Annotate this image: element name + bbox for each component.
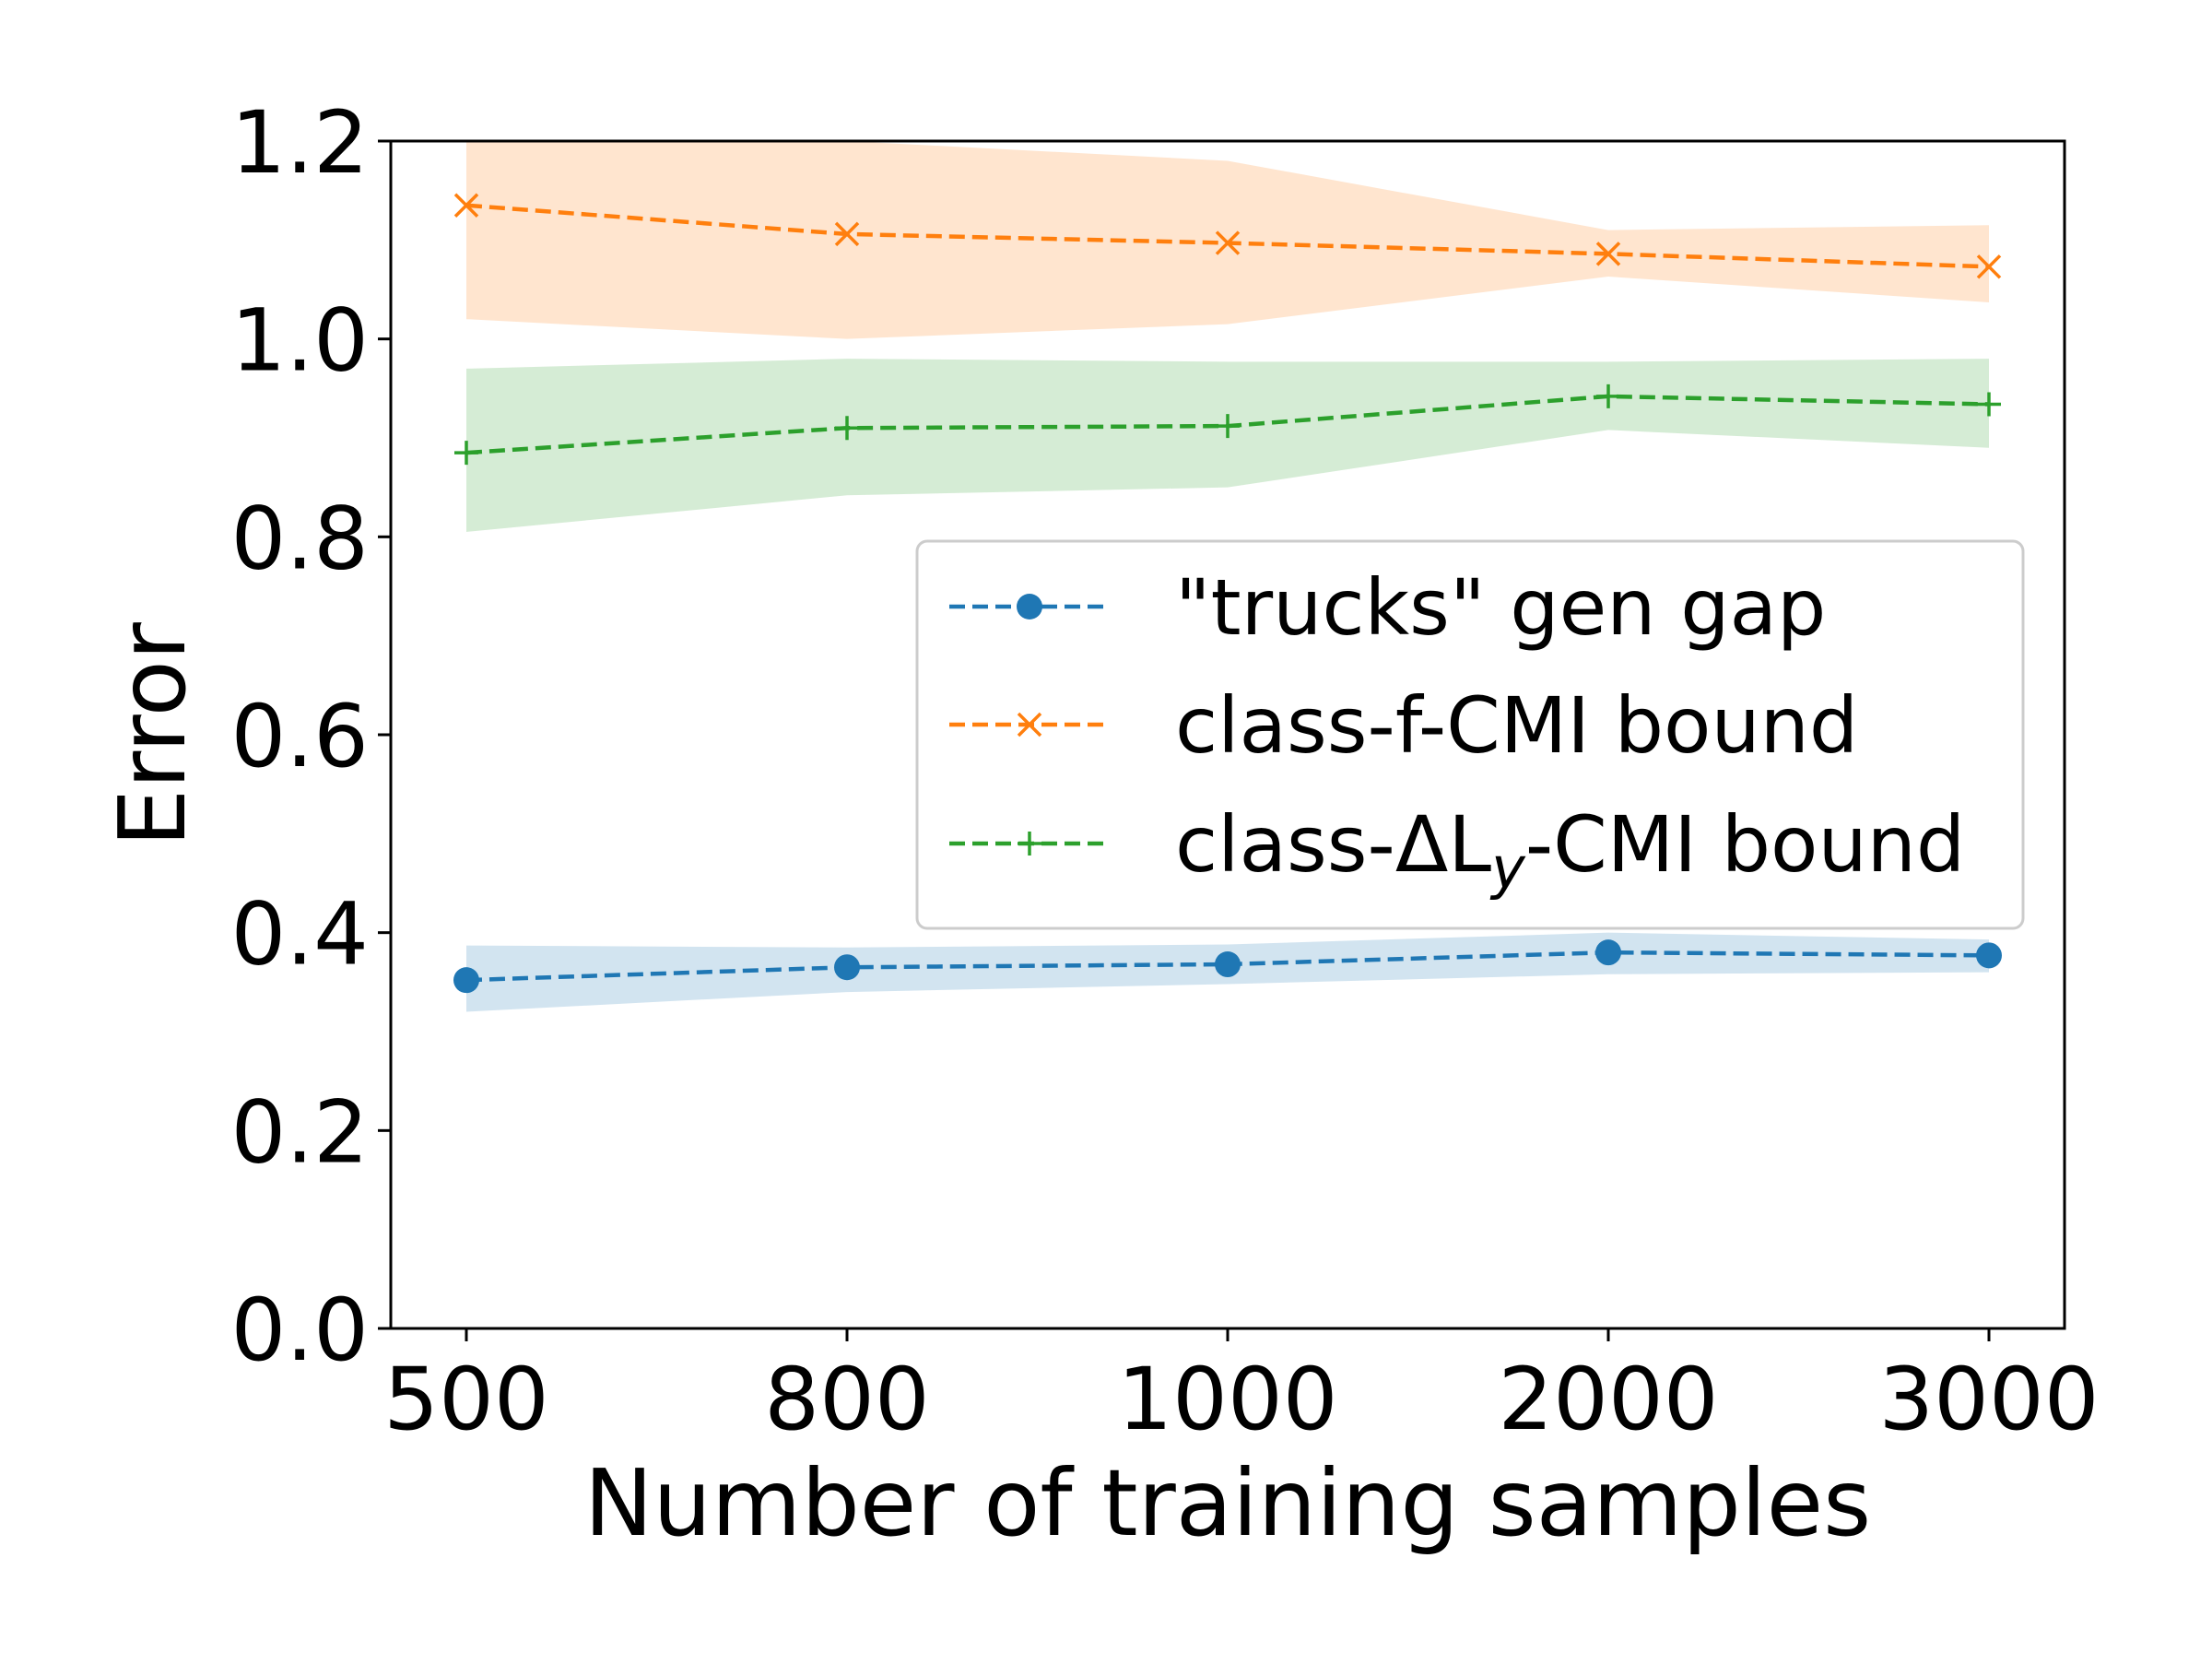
- marker-series-1-point-5: [1976, 942, 2002, 969]
- x-tick-label-2: 800: [764, 1350, 929, 1450]
- legend: "trucks" gen gap class-f-CMI bound class-Δ…: [915, 539, 2025, 930]
- x-axis: 500 800 1000 2000 3000: [383, 1328, 2100, 1450]
- legend-box: [915, 539, 2025, 930]
- x-axis-label: Number of training samples: [584, 1449, 1872, 1557]
- marker-series-3-point-3: [1216, 414, 1240, 439]
- x-tick-label-5: 3000: [1878, 1350, 2099, 1450]
- y-tick-label-2: 0.2: [231, 1082, 370, 1183]
- legend-label-1: "trucks" gen gap: [1175, 562, 1826, 653]
- band-series-2: [466, 141, 1989, 339]
- marker-series-3-point-5: [1977, 392, 2001, 417]
- marker-series-1-point-3: [1215, 951, 1241, 978]
- y-tick-label-5: 0.8: [231, 489, 370, 589]
- marker-series-2-point-2: [834, 221, 860, 247]
- y-tick-label-4: 0.6: [231, 687, 370, 787]
- legend-marker-3: [1018, 832, 1041, 856]
- marker-series-2-point-4: [1595, 242, 1621, 266]
- x-tick-label-4: 2000: [1498, 1350, 1718, 1450]
- y-axis: 0.0 0.2 0.4 0.6 0.8 1.0 1.2: [231, 93, 391, 1381]
- marker-series-3-point-4: [1596, 384, 1620, 408]
- y-axis-label: Error: [99, 621, 206, 847]
- legend-marker-1: [1017, 594, 1042, 620]
- series-markers: [453, 193, 2002, 994]
- marker-series-1-point-4: [1595, 939, 1621, 966]
- y-tick-label-3: 0.4: [231, 885, 370, 985]
- marker-series-3-point-2: [835, 416, 859, 441]
- x-tick-label-3: 1000: [1117, 1350, 1337, 1450]
- legend-label-3: class-ΔLy-CMI bound: [1175, 799, 1965, 902]
- marker-series-2-point-5: [1976, 254, 2002, 279]
- marker-series-2-point-1: [453, 193, 479, 218]
- legend-marker-2: [1017, 712, 1042, 738]
- y-tick-label-6: 1.0: [231, 291, 370, 392]
- marker-series-1-point-1: [453, 967, 479, 994]
- x-tick-label-1: 500: [383, 1350, 548, 1450]
- legend-label-2: class-f-CMI bound: [1175, 680, 1858, 771]
- marker-series-1-point-2: [834, 954, 860, 981]
- y-tick-label-1: 0.0: [231, 1280, 370, 1381]
- marker-series-3-point-1: [454, 441, 478, 466]
- marker-series-2-point-3: [1215, 230, 1241, 255]
- y-tick-label-7: 1.2: [231, 93, 370, 194]
